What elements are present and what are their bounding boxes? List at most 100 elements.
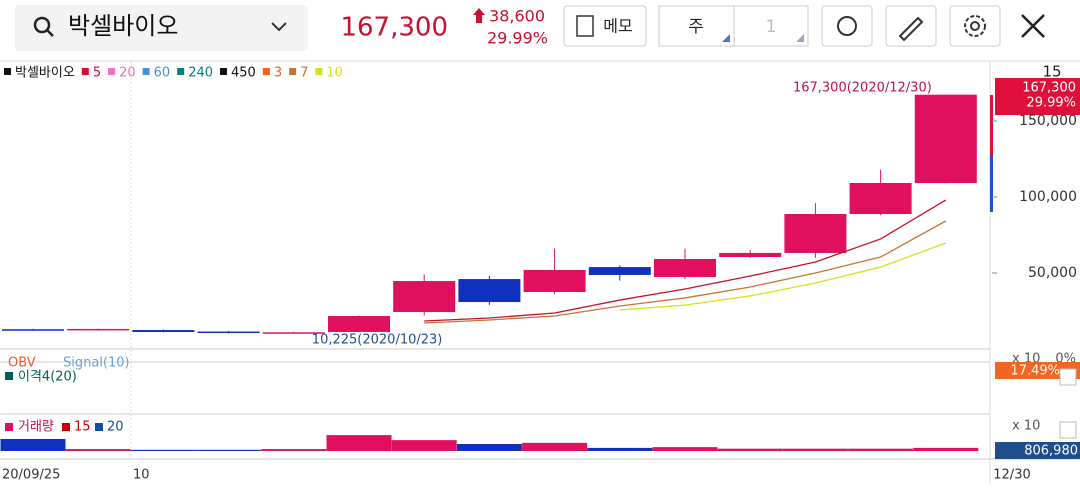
legend-swatch xyxy=(220,68,228,75)
legend-label: 3 xyxy=(274,66,282,81)
obv-label: OBV xyxy=(8,356,36,371)
candle-body xyxy=(523,269,586,292)
volume-bar xyxy=(130,449,196,451)
volume-title: 거래량 xyxy=(18,420,54,435)
candle-body xyxy=(719,252,782,258)
price: 167,300 xyxy=(340,13,448,43)
search-icon xyxy=(33,16,51,34)
volume-bar xyxy=(196,449,262,451)
legend-label: 10 xyxy=(326,66,343,81)
legend-label: 60 xyxy=(154,66,171,81)
legend-swatch xyxy=(81,68,89,75)
gear-icon xyxy=(964,15,986,37)
disparity-label: 이격4(20) xyxy=(18,370,77,385)
volume-bar xyxy=(326,435,392,451)
volume-bar xyxy=(0,438,66,451)
legend-label: 450 xyxy=(231,66,256,81)
range-bar xyxy=(990,155,993,212)
legend-swatch xyxy=(62,423,70,431)
legend-swatch xyxy=(142,68,150,75)
candle-body xyxy=(458,279,521,303)
x-label: 10 xyxy=(133,468,150,483)
volume-bar xyxy=(261,449,327,451)
price-tag xyxy=(995,78,1080,115)
stock-name: 박셀바이오 xyxy=(68,12,178,40)
volume-bar xyxy=(913,447,979,451)
memo-icon xyxy=(576,15,594,37)
annotation: 10,225(2020/10/23) xyxy=(312,333,443,348)
crosshair-button[interactable] xyxy=(821,5,873,47)
volume-bar xyxy=(65,449,131,451)
legend-label: 5 xyxy=(93,66,101,81)
volume-bar xyxy=(717,448,783,451)
memo-label: 메모 xyxy=(603,17,632,36)
legend-swatch xyxy=(95,423,103,431)
price-tag-pct: 29.99% xyxy=(1026,96,1076,111)
up-arrow xyxy=(473,8,485,23)
ma-line xyxy=(619,242,947,311)
legend-swatch xyxy=(108,68,116,75)
candle-body xyxy=(393,281,456,313)
change: 38,600 xyxy=(489,7,545,26)
legend-swatch xyxy=(5,423,13,431)
volume-bar xyxy=(522,442,588,451)
candle-body xyxy=(2,329,64,331)
volume-bar xyxy=(848,448,914,451)
search-icon xyxy=(46,29,54,37)
range-bar xyxy=(990,95,993,155)
ma-line xyxy=(424,199,947,322)
settings-button[interactable] xyxy=(949,5,1001,47)
volume-bar xyxy=(587,447,653,451)
legend-label: 박셀바이오 xyxy=(15,66,75,81)
legend-swatch xyxy=(262,68,270,75)
candle-body xyxy=(132,329,195,332)
ma-line xyxy=(424,220,947,324)
period-label: 주 xyxy=(688,17,704,37)
axis-top-label: 15 xyxy=(1042,63,1061,81)
candle-body xyxy=(654,259,716,277)
legend-label: 20 xyxy=(119,66,136,81)
volume-bar xyxy=(782,448,848,451)
legend-label: 7 xyxy=(300,66,308,81)
close-button[interactable] xyxy=(1021,14,1045,38)
volume-tag xyxy=(995,442,1080,459)
x-label: 20/09/25 xyxy=(2,468,60,483)
dropdown-icon xyxy=(271,22,287,32)
candle-body xyxy=(784,214,847,253)
candle-body xyxy=(262,332,325,334)
volume-bar xyxy=(391,440,457,451)
pen-icon xyxy=(898,16,924,42)
volume-bar xyxy=(456,444,522,451)
signal-label: Signal(10) xyxy=(63,356,130,371)
candle-body xyxy=(197,331,260,334)
legend-swatch xyxy=(315,68,323,75)
volume-bar xyxy=(652,447,718,451)
y-tick-label: 100,000 xyxy=(1019,189,1077,205)
change-pct: 29.99% xyxy=(487,29,548,48)
price-tag-price: 167,300 xyxy=(1022,81,1076,96)
count-label: 1 xyxy=(766,17,777,37)
search-box[interactable] xyxy=(15,5,308,51)
close-panel[interactable] xyxy=(1059,421,1077,439)
indicator-tag xyxy=(995,362,1080,379)
y-tick-label: 50,000 xyxy=(1028,265,1077,281)
corner xyxy=(722,34,730,42)
annotation: 167,300(2020/12/30) xyxy=(793,81,932,96)
volume-ma1: 15 xyxy=(74,420,91,435)
crosshair-icon xyxy=(837,16,857,36)
legend-label: 240 xyxy=(188,66,213,81)
candle-body xyxy=(67,328,130,331)
indicator-tag-text: 17.49% xyxy=(1010,364,1060,379)
gear-icon xyxy=(970,21,980,31)
candle-body xyxy=(914,94,977,184)
y-tick-label: 150,000 xyxy=(1019,113,1077,129)
candle-body xyxy=(849,183,912,215)
scale-label: x 10 xyxy=(1012,419,1040,434)
count-button[interactable] xyxy=(733,5,809,47)
x-label: 12/30 xyxy=(993,468,1030,483)
legend-swatch xyxy=(177,68,185,75)
close-panel[interactable] xyxy=(1059,368,1077,386)
corner xyxy=(796,34,804,42)
